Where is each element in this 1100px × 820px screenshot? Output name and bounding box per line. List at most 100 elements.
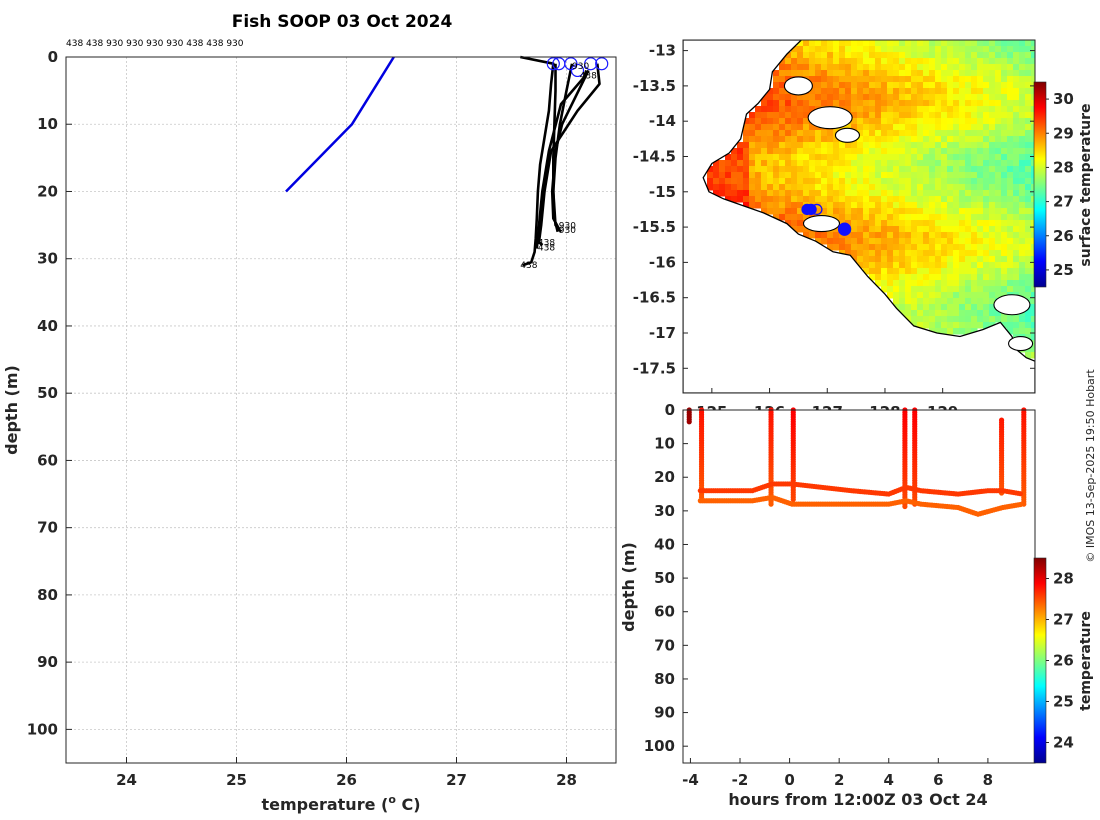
sst-cell bbox=[761, 118, 768, 125]
sst-cell bbox=[929, 82, 936, 89]
sst-cell bbox=[779, 130, 786, 137]
sst-cell bbox=[749, 196, 756, 203]
sst-cell bbox=[875, 46, 882, 53]
sst-cell bbox=[923, 322, 930, 329]
sst-cell bbox=[887, 250, 894, 257]
sst-cell bbox=[1013, 106, 1020, 113]
sst-cell bbox=[989, 268, 996, 275]
sst-cell bbox=[893, 190, 900, 197]
sst-cell bbox=[857, 112, 864, 119]
sst-cell bbox=[887, 106, 894, 113]
timeseries-y-tick-20: 20 bbox=[654, 468, 675, 486]
sst-cell bbox=[941, 100, 948, 107]
sst-cell bbox=[971, 106, 978, 113]
sst-cell bbox=[743, 160, 750, 167]
sst-cell bbox=[881, 64, 888, 71]
sst-cell bbox=[857, 76, 864, 83]
sst-cell bbox=[713, 178, 720, 185]
sst-cell bbox=[905, 82, 912, 89]
sst-cell bbox=[851, 118, 858, 125]
timeseries-y-tick-40: 40 bbox=[654, 535, 675, 553]
sst-cell bbox=[1007, 118, 1014, 125]
sst-cell bbox=[875, 244, 882, 251]
sst-cell bbox=[905, 220, 912, 227]
sst-cell bbox=[893, 166, 900, 173]
sst-cell bbox=[1007, 46, 1014, 53]
sst-cell bbox=[893, 172, 900, 179]
sst-cell bbox=[1007, 112, 1014, 119]
sst-cell bbox=[983, 202, 990, 209]
sst-cell bbox=[947, 40, 954, 47]
sst-cell bbox=[821, 82, 828, 89]
sst-cell bbox=[1007, 64, 1014, 71]
sst-cell bbox=[875, 52, 882, 59]
sst-cell bbox=[947, 208, 954, 215]
sst-cell bbox=[959, 160, 966, 167]
sst-cell bbox=[965, 226, 972, 233]
sst-cell bbox=[983, 316, 990, 323]
sst-cell bbox=[1019, 292, 1026, 299]
sst-cell bbox=[995, 238, 1002, 245]
sst-cell bbox=[971, 196, 978, 203]
sst-cell bbox=[965, 106, 972, 113]
sst-cell bbox=[791, 100, 798, 107]
sst-cell bbox=[743, 124, 750, 131]
sst-cell bbox=[983, 166, 990, 173]
sst-cell bbox=[971, 172, 978, 179]
sst-cell bbox=[995, 112, 1002, 119]
sst-cell bbox=[767, 94, 774, 101]
profile-surface-marker-5 bbox=[595, 57, 609, 71]
sst-cell bbox=[941, 46, 948, 53]
sst-cell bbox=[953, 58, 960, 65]
sst-cell bbox=[1025, 274, 1032, 281]
sst-cell bbox=[983, 226, 990, 233]
sst-cell bbox=[1007, 268, 1014, 275]
sst-cell bbox=[857, 172, 864, 179]
sst-cell bbox=[995, 208, 1002, 215]
sst-cell bbox=[989, 154, 996, 161]
sst-cell bbox=[875, 160, 882, 167]
sst-cell bbox=[851, 94, 858, 101]
sst-cell bbox=[923, 262, 930, 269]
sst-cell bbox=[983, 172, 990, 179]
sst-cell bbox=[923, 202, 930, 209]
sst-cell bbox=[1031, 220, 1035, 227]
sst-cell bbox=[731, 148, 738, 155]
sst-cell bbox=[785, 100, 792, 107]
sst-cell bbox=[971, 46, 978, 53]
sst-cell bbox=[899, 64, 906, 71]
sst-cell bbox=[761, 142, 768, 149]
sst-cell bbox=[761, 148, 768, 155]
sst-cell bbox=[827, 130, 834, 137]
sst-cell bbox=[929, 106, 936, 113]
sst-cell bbox=[755, 130, 762, 137]
sst-cell bbox=[1019, 106, 1026, 113]
sst-cell bbox=[767, 148, 774, 155]
sst-cell bbox=[947, 160, 954, 167]
sst-cell bbox=[881, 286, 888, 293]
sst-cell bbox=[917, 58, 924, 65]
sst-cell bbox=[869, 100, 876, 107]
sst-cell bbox=[1025, 238, 1032, 245]
sst-cell bbox=[971, 136, 978, 143]
sst-cell bbox=[881, 226, 888, 233]
sst-cell bbox=[929, 232, 936, 239]
sst-cell bbox=[1025, 280, 1032, 287]
sst-cell bbox=[887, 136, 894, 143]
sst-cell bbox=[995, 262, 1002, 269]
ship-track-point-2 bbox=[811, 203, 823, 216]
sst-cell bbox=[995, 310, 1002, 317]
sst-cell bbox=[947, 190, 954, 197]
sst-cell bbox=[809, 166, 816, 173]
sst-cell bbox=[929, 214, 936, 221]
sst-cell bbox=[983, 262, 990, 269]
sst-cell bbox=[791, 94, 798, 101]
sst-cell bbox=[1013, 274, 1020, 281]
sst-cell bbox=[983, 298, 990, 305]
sst-cell bbox=[839, 166, 846, 173]
sst-cell bbox=[941, 226, 948, 233]
sst-cell bbox=[851, 238, 858, 245]
sst-cell bbox=[1031, 274, 1035, 281]
sst-cell bbox=[767, 178, 774, 185]
sst-cell bbox=[1019, 118, 1026, 125]
